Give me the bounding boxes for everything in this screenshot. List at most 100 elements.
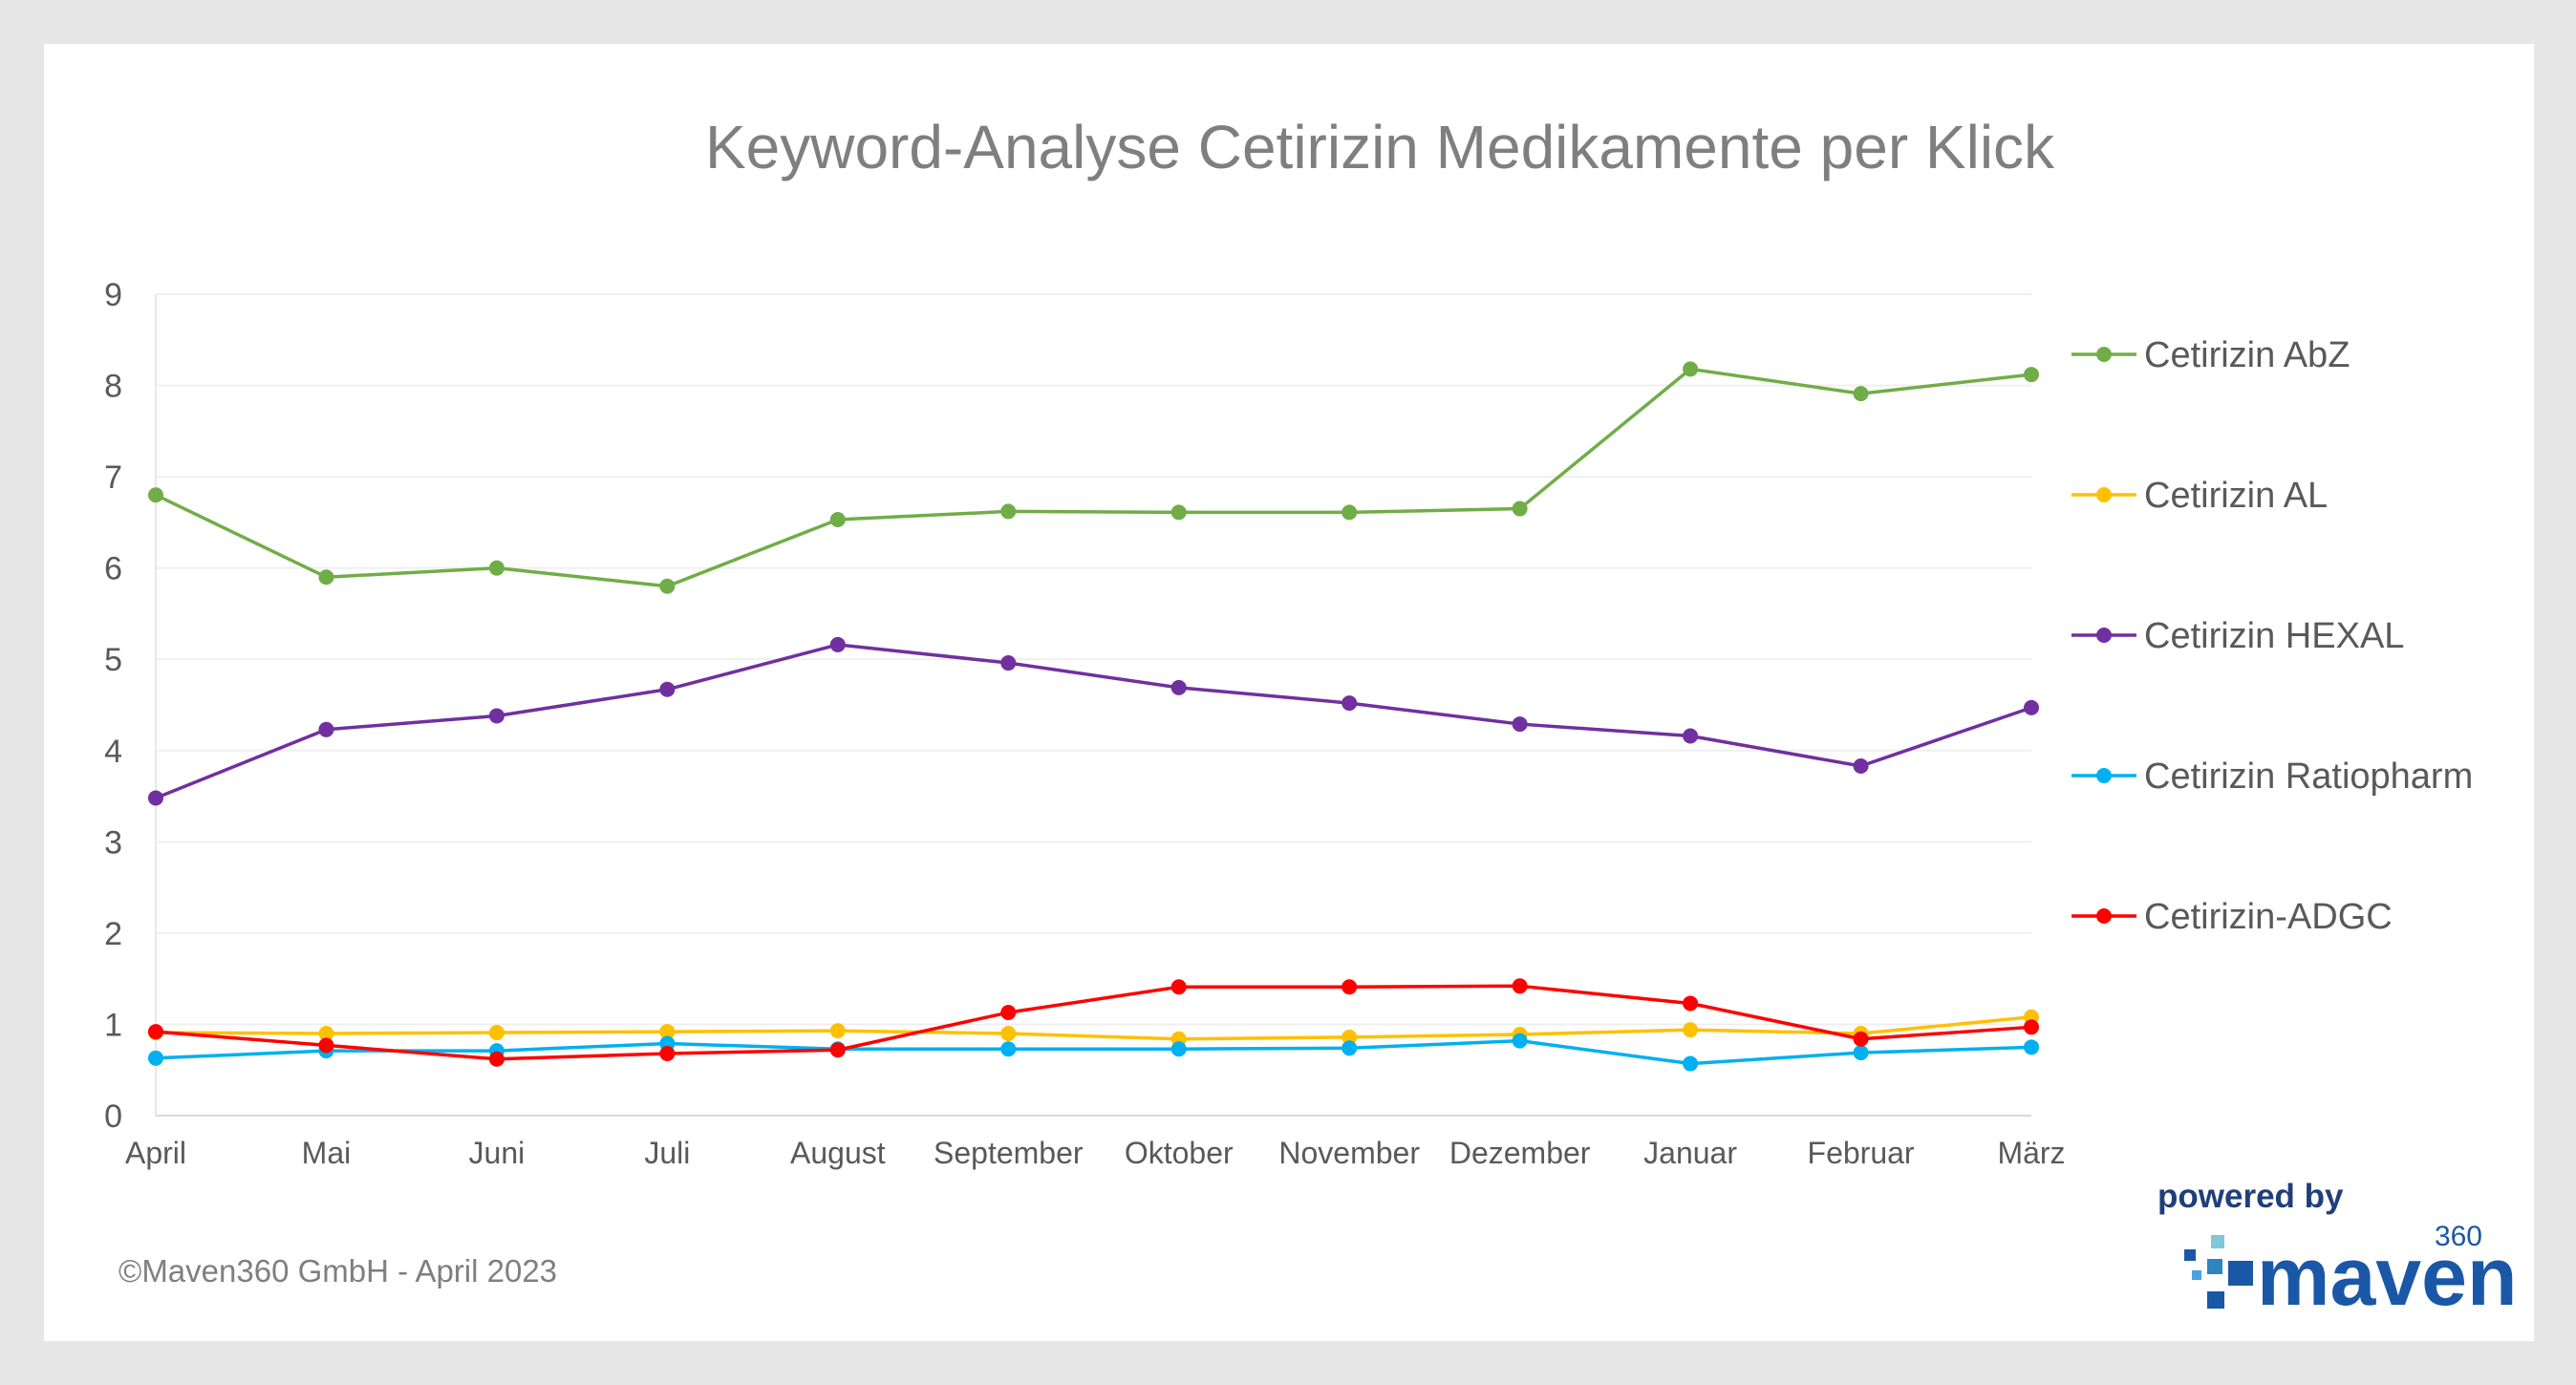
data-point (1512, 716, 1528, 733)
y-tick-label: 8 (104, 369, 122, 405)
powered-by-text: powered by (2157, 1178, 2344, 1215)
data-point (1512, 978, 1528, 994)
axes: 0 1 2 3 4 5 6 7 8 9 April Mai Juni Juli August Septembe… (104, 277, 2065, 1170)
y-tick-label: 9 (104, 277, 122, 313)
x-tick-label: Mai (302, 1136, 352, 1170)
data-point (1683, 361, 1699, 377)
x-tick-label: Juli (644, 1136, 690, 1170)
data-point (1853, 386, 1869, 402)
line-chart: Keyword-Analyse Cetirizin Medikamente pe… (104, 113, 2518, 1323)
data-point (1170, 1041, 1187, 1057)
legend-swatch-marker (2096, 908, 2112, 924)
data-point (1170, 504, 1187, 521)
series (148, 1009, 2039, 1047)
legend-entry: Cetirizin Ratiopharm (2072, 756, 2473, 797)
data-point (318, 1037, 334, 1054)
series-line (155, 643, 2032, 800)
data-point (148, 790, 163, 806)
x-tick-label: September (934, 1136, 1084, 1170)
data-point (318, 721, 334, 737)
x-tick-label: April (125, 1136, 186, 1170)
x-tick-label: November (1278, 1136, 1420, 1170)
data-point (659, 1046, 676, 1062)
data-point (488, 560, 504, 576)
x-tick-label: Oktober (1125, 1136, 1234, 1170)
legend-label: Cetirizin AbZ (2144, 335, 2350, 375)
series-line (155, 1038, 2032, 1066)
copyright-footer: ©Maven360 GmbH - April 2023 (118, 1253, 557, 1289)
data-point (2024, 699, 2039, 715)
x-tick-label: Januar (1643, 1136, 1737, 1170)
series-line (155, 984, 2032, 1061)
data-point (148, 1050, 163, 1066)
data-point (1000, 1026, 1017, 1041)
data-point (659, 681, 676, 697)
data-point (1342, 504, 1358, 521)
logo-pixels-icon (2184, 1235, 2253, 1309)
data-point (148, 487, 163, 503)
legend-label: Cetirizin AL (2144, 476, 2328, 516)
data-point (1000, 1005, 1017, 1021)
data-point (148, 1024, 163, 1040)
data-point (1342, 979, 1358, 995)
legend-swatch-marker (2096, 347, 2112, 362)
legend-entry: Cetirizin HEXAL (2072, 616, 2404, 656)
data-point (488, 1025, 504, 1041)
legend-swatch-marker (2096, 768, 2112, 783)
data-point (2024, 1039, 2039, 1055)
data-point (488, 708, 504, 724)
data-point (829, 1023, 846, 1039)
data-point (829, 512, 846, 528)
legend-label: Cetirizin HEXAL (2144, 616, 2404, 656)
series-line (155, 367, 2032, 588)
y-tick-label: 6 (104, 551, 122, 587)
legend-label: Cetirizin-ADGC (2144, 897, 2393, 937)
data-point (1170, 979, 1187, 995)
legend-entry: Cetirizin AL (2072, 476, 2328, 516)
series (148, 636, 2039, 806)
y-tick-label: 2 (104, 916, 122, 952)
y-tick-label: 7 (104, 459, 122, 496)
chart-card: Keyword-Analyse Cetirizin Medikamente pe… (44, 44, 2534, 1341)
data-point (1512, 501, 1528, 517)
x-tick-label: März (1997, 1136, 2065, 1170)
data-point (1853, 1031, 1869, 1047)
legend-swatch-marker (2096, 487, 2112, 502)
legend-swatch-marker (2096, 628, 2112, 643)
data-point (318, 569, 334, 586)
data-point (829, 636, 846, 652)
series (148, 361, 2039, 594)
chart-title: Keyword-Analyse Cetirizin Medikamente pe… (705, 113, 2055, 181)
y-tick-label: 0 (104, 1098, 122, 1135)
series-line (155, 1015, 2032, 1041)
data-point (1512, 1033, 1528, 1049)
x-tick-label: August (790, 1136, 886, 1170)
legend-entry: Cetirizin-ADGC (2072, 897, 2393, 937)
data-point (488, 1051, 504, 1067)
data-point (1342, 1040, 1358, 1056)
x-tick-label: Februar (1808, 1136, 1915, 1170)
series (148, 978, 2039, 1067)
series-layer (148, 361, 2039, 1072)
data-point (2024, 367, 2039, 383)
logo-superscript: 360 (2435, 1221, 2482, 1252)
logo-wordmark: maven (2257, 1231, 2518, 1323)
data-point (2024, 1019, 2039, 1035)
data-point (1683, 995, 1699, 1012)
data-point (1853, 758, 1869, 775)
legend-label: Cetirizin Ratiopharm (2144, 756, 2473, 797)
data-point (1683, 1022, 1699, 1038)
series (148, 1033, 2039, 1072)
legend-entry: Cetirizin AbZ (2072, 335, 2350, 375)
x-tick-label: Juni (469, 1136, 526, 1170)
data-point (659, 1024, 676, 1040)
data-point (1342, 695, 1358, 712)
data-point (829, 1042, 846, 1058)
y-tick-label: 4 (104, 734, 122, 770)
y-tick-label: 5 (104, 642, 122, 678)
data-point (1000, 1041, 1017, 1057)
data-point (1170, 679, 1187, 695)
data-point (318, 1026, 334, 1041)
data-point (1683, 728, 1699, 744)
data-point (659, 578, 676, 594)
